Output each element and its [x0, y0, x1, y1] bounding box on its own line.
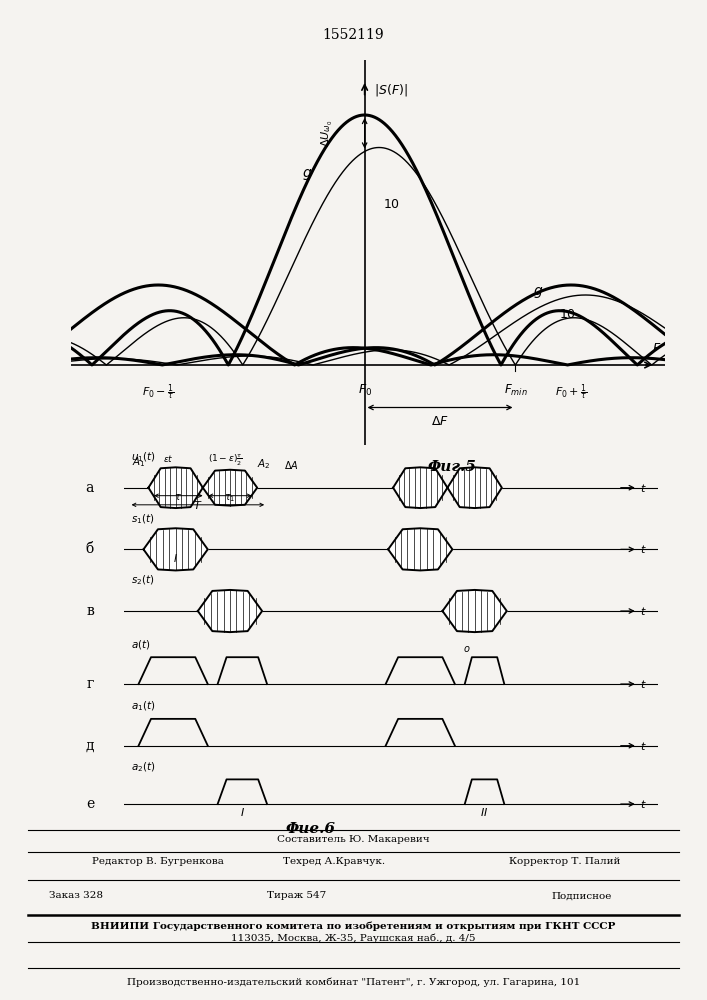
Text: $I$: $I$ [173, 552, 178, 564]
Text: $t$: $t$ [641, 482, 647, 494]
Text: Φиг.5: Φиг.5 [428, 460, 477, 474]
Text: 1552119: 1552119 [322, 28, 385, 42]
Text: $T$: $T$ [193, 499, 203, 511]
Text: $\tau_1$: $\tau_1$ [224, 492, 235, 504]
Text: Заказ 328: Заказ 328 [49, 892, 103, 900]
Text: ВНИИПИ Государственного комитета по изобретениям и открытиям при ГКНТ СССР: ВНИИПИ Государственного комитета по изоб… [91, 921, 616, 931]
Polygon shape [393, 467, 448, 508]
Polygon shape [203, 470, 257, 506]
Text: $F_0+\frac{1}{\tau}$: $F_0+\frac{1}{\tau}$ [555, 382, 587, 403]
Text: $a_1(t)$: $a_1(t)$ [131, 700, 156, 713]
Text: $t$: $t$ [641, 678, 647, 690]
Text: а: а [86, 481, 94, 495]
Text: е: е [86, 797, 94, 811]
Text: Техред А.Кравчук.: Техред А.Кравчук. [283, 857, 385, 866]
Text: 113035, Москва, Ж-35, Раушская наб., д. 4/5: 113035, Москва, Ж-35, Раушская наб., д. … [231, 933, 476, 943]
Text: $\Delta U_{\omega_0}$: $\Delta U_{\omega_0}$ [320, 120, 334, 147]
Text: $10$: $10$ [559, 308, 576, 320]
Polygon shape [388, 528, 452, 570]
Text: $\varepsilon t$: $\varepsilon t$ [163, 453, 173, 464]
Text: $A_2$: $A_2$ [257, 457, 271, 471]
Text: $g$: $g$ [532, 285, 543, 300]
Text: Тираж 547: Тираж 547 [267, 892, 327, 900]
Text: $F_{min}$: $F_{min}$ [503, 382, 527, 398]
Text: $o$: $o$ [464, 644, 471, 654]
Text: $10$: $10$ [382, 198, 399, 211]
Text: $F_0-\frac{1}{\tau}$: $F_0-\frac{1}{\tau}$ [142, 382, 175, 403]
Polygon shape [144, 528, 208, 570]
Text: $a_2(t)$: $a_2(t)$ [131, 761, 156, 774]
Text: г: г [87, 677, 94, 691]
Text: $u_1(t)$: $u_1(t)$ [131, 450, 156, 464]
Text: $(1-\varepsilon)\frac{\tau}{2}$: $(1-\varepsilon)\frac{\tau}{2}$ [208, 453, 243, 468]
Text: Корректор Т. Палий: Корректор Т. Палий [509, 857, 621, 866]
Text: Подписное: Подписное [551, 892, 612, 900]
Text: $\Delta A$: $\Delta A$ [284, 459, 299, 471]
Text: Φие.6: Φие.6 [286, 822, 336, 836]
Text: $a(t)$: $a(t)$ [131, 638, 151, 651]
Text: $\tau$: $\tau$ [175, 492, 182, 502]
Text: $t$: $t$ [641, 605, 647, 617]
Polygon shape [443, 590, 507, 632]
Text: в: в [86, 604, 94, 618]
Polygon shape [148, 467, 203, 508]
Text: д: д [86, 739, 94, 753]
Text: $\Delta F$: $\Delta F$ [431, 415, 449, 428]
Text: $F_0$: $F_0$ [358, 382, 372, 398]
Text: $A_1$: $A_1$ [132, 455, 146, 469]
Text: $t$: $t$ [641, 740, 647, 752]
Text: Составитель Ю. Макаревич: Составитель Ю. Макаревич [277, 834, 430, 844]
Text: Производственно-издательский комбинат "Патент", г. Ужгород, ул. Гагарина, 101: Производственно-издательский комбинат "П… [127, 977, 580, 987]
Text: $|S(F)|$: $|S(F)|$ [374, 82, 408, 98]
Polygon shape [198, 590, 262, 632]
Text: Редактор В. Бугренкова: Редактор В. Бугренкова [92, 857, 224, 866]
Text: б: б [86, 542, 94, 556]
Text: $t$: $t$ [641, 543, 647, 555]
Text: $F$: $F$ [652, 342, 661, 355]
Text: $t$: $t$ [641, 798, 647, 810]
Text: $g$: $g$ [303, 167, 312, 182]
Text: $II$: $II$ [480, 806, 489, 818]
Text: $I$: $I$ [240, 806, 245, 818]
Text: $s_1(t)$: $s_1(t)$ [131, 512, 155, 526]
Text: $s_2(t)$: $s_2(t)$ [131, 574, 155, 587]
Polygon shape [448, 467, 502, 508]
